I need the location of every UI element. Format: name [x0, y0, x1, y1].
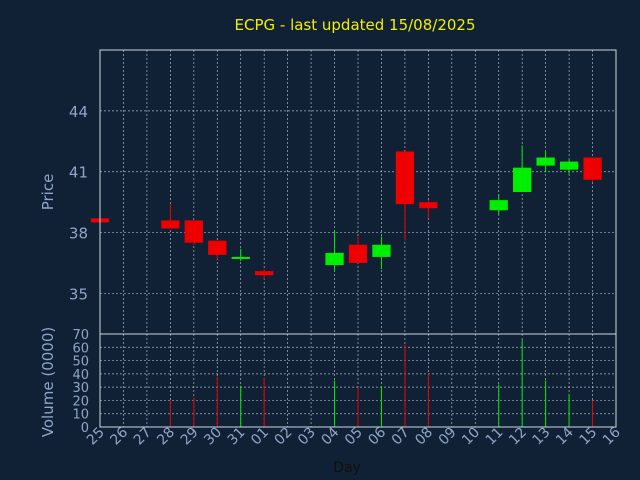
candle-body [348, 244, 368, 263]
price-axis-label: Price [39, 174, 57, 211]
candle-body [419, 202, 438, 209]
candle-body [231, 256, 250, 259]
candle-body [161, 220, 180, 229]
volume-tick-label: 10 [72, 408, 89, 423]
volume-tick-label: 40 [72, 368, 89, 383]
candle-body [184, 220, 203, 243]
price-tick-label: 44 [69, 103, 88, 121]
candle-body [255, 271, 274, 276]
volume-axis-label: Volume (0000) [39, 327, 57, 437]
candle-body [489, 200, 508, 211]
volume-tick-label: 70 [72, 328, 89, 343]
volume-plot-frame [99, 333, 617, 428]
price-tick-label: 38 [69, 225, 88, 243]
candle-body [583, 157, 602, 180]
candle-body [559, 161, 579, 170]
chart-title: ECPG - last updated 15/08/2025 [235, 16, 476, 34]
mark-layer [90, 145, 602, 427]
volume-tick-label: 20 [72, 394, 89, 409]
volume-tick-label: 60 [72, 341, 89, 356]
price-tick-label: 41 [69, 164, 88, 182]
candle-body [536, 157, 555, 166]
candle-body [208, 240, 227, 255]
candle-body [513, 167, 532, 192]
candle-body [395, 151, 415, 205]
volume-tick-label: 0 [81, 421, 89, 436]
candle-body [325, 252, 344, 266]
candle-body [372, 244, 391, 257]
x-axis-label: Day [333, 460, 361, 476]
volume-tick-label: 50 [72, 355, 89, 370]
price-tick-label: 35 [69, 285, 88, 303]
volume-tick-label: 30 [72, 381, 89, 396]
